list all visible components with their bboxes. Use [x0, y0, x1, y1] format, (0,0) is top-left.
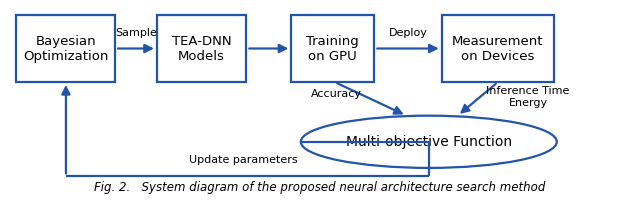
Ellipse shape: [301, 116, 557, 168]
Text: Sample: Sample: [115, 28, 157, 38]
Text: Fig. 2.   System diagram of the proposed neural architecture search method: Fig. 2. System diagram of the proposed n…: [94, 181, 546, 194]
Text: Accuracy: Accuracy: [310, 89, 362, 99]
Text: Deploy: Deploy: [389, 28, 428, 38]
Text: Training
on GPU: Training on GPU: [307, 35, 359, 63]
Bar: [442, 15, 554, 82]
Bar: [16, 15, 115, 82]
Text: TEA-DNN
Models: TEA-DNN Models: [172, 35, 232, 63]
Text: Update parameters: Update parameters: [189, 155, 298, 165]
Text: Measurement
on Devices: Measurement on Devices: [452, 35, 543, 63]
Bar: [291, 15, 374, 82]
Text: Inference Time
Energy: Inference Time Energy: [486, 86, 570, 108]
Text: Bayesian
Optimization: Bayesian Optimization: [23, 35, 108, 63]
Bar: [157, 15, 246, 82]
Text: Multi-objective Function: Multi-objective Function: [346, 135, 512, 149]
